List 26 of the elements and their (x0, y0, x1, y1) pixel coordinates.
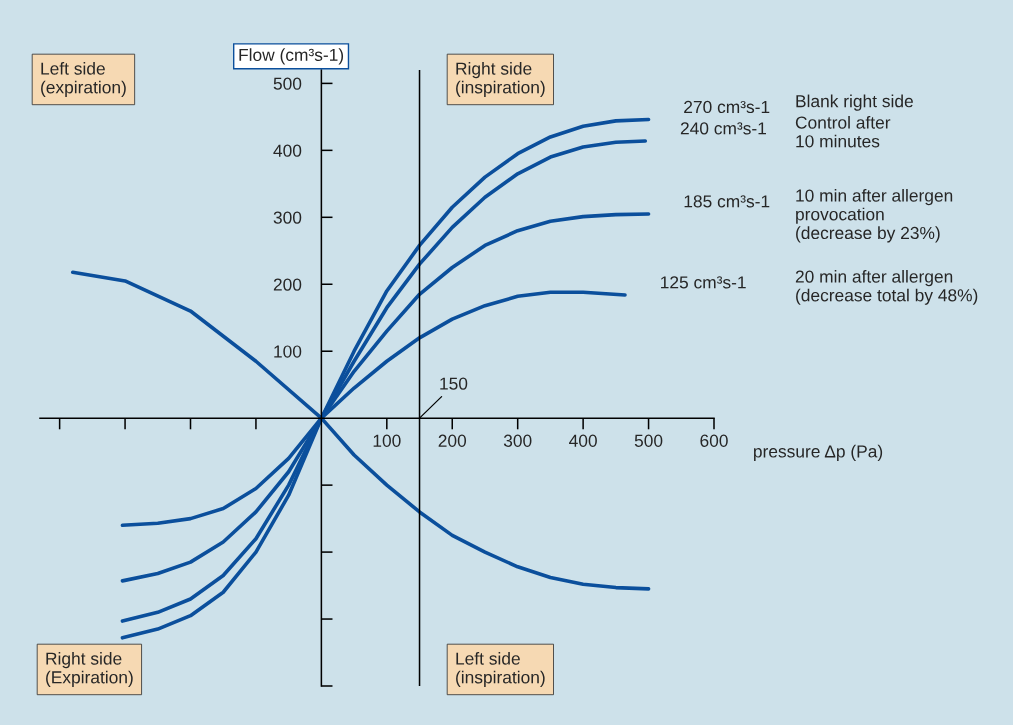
x-tick-label: 500 (634, 434, 663, 447)
y-tick-label: 100 (274, 345, 302, 358)
ref-line-label: 150 (440, 377, 468, 390)
text: 10 min after allergen provocation (decrease by 23%) (796, 188, 953, 243)
x-tick-label: 300 (503, 434, 532, 447)
x-axis-title: pressure Δp (Pa) (754, 444, 883, 461)
annotation: 240 cm³s-1 (680, 122, 766, 135)
x-tick-label: 200 (438, 434, 467, 447)
y-tick-label: 500 (273, 77, 302, 90)
text: 20 min after allergen (decrease total by 48%) (795, 269, 978, 305)
y-axis-title: Flow (cm³s-1) (239, 48, 344, 65)
y-tick-label: 300 (273, 211, 302, 224)
x-tick-label: 100 (373, 434, 401, 447)
y-tick-label: 200 (273, 278, 302, 291)
annotation: Right side (inspiration) (456, 62, 545, 97)
annotation: 185 cm³s-1 (684, 195, 770, 208)
annotation: 125 cm³s-1 (661, 276, 746, 289)
y-tick-label: 400 (273, 144, 302, 157)
annotation: Right side (Expiration) (46, 652, 133, 687)
annotation: Left side (expiration) (41, 62, 126, 97)
x-tick-label: 600 (700, 434, 728, 447)
annotation: Left side (inspiration) (456, 652, 545, 687)
text: Control after 10 minutes (795, 115, 891, 148)
annotation: 270 cm³s-1 (684, 100, 770, 114)
text: Blank right side (796, 94, 913, 111)
x-tick-label: 400 (569, 434, 597, 447)
